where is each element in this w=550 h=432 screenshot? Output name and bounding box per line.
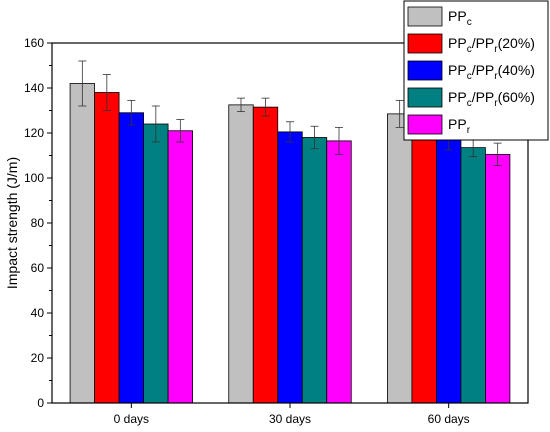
y-tick-label: 160: [24, 36, 44, 50]
legend-swatch: [407, 6, 443, 27]
bar: [118, 112, 144, 404]
y-axis-title: Impact strength (J/m): [4, 157, 20, 289]
x-tick-label: 30 days: [269, 412, 311, 426]
bar: [94, 92, 120, 404]
legend-swatch: [407, 114, 443, 135]
legend-label: PPc/PPr(40%): [448, 62, 535, 82]
bar: [326, 140, 352, 404]
y-tick-label: 120: [24, 126, 44, 140]
bar: [301, 137, 328, 404]
y-tick-label: 0: [37, 396, 44, 410]
bar: [252, 106, 279, 404]
bar: [69, 83, 95, 404]
y-tick-label: 100: [24, 171, 44, 185]
bar: [277, 131, 303, 404]
legend-label: PPr: [448, 116, 471, 136]
legend-swatch: [407, 33, 443, 54]
legend-label: PPc: [448, 8, 472, 28]
bar: [485, 153, 511, 404]
x-tick-label: 0 days: [114, 412, 149, 426]
legend-swatch: [407, 87, 443, 108]
x-tick-label: 60 days: [428, 412, 470, 426]
bar: [167, 130, 193, 404]
legend-label: PPc/PPr(60%): [448, 89, 535, 109]
axes-layer: 0 days 30 days 60 days 0 20 40 60 80 100 120 140 16…: [24, 36, 529, 426]
bar: [411, 124, 437, 404]
legend-swatch: [407, 60, 443, 81]
bar: [436, 135, 462, 404]
y-tick-label: 60: [31, 261, 45, 275]
bars-layer: [69, 83, 511, 404]
y-tick-label: 80: [31, 216, 45, 230]
y-tick-label: 40: [31, 306, 45, 320]
bar: [387, 113, 413, 404]
legend: PPc PPc/PPr(20%) PPc/PPr(40%) PPc/PPr(60%) P…: [403, 0, 549, 141]
bar: [228, 104, 254, 404]
legend-label: PPc/PPr(20%): [448, 35, 535, 55]
bar: [460, 147, 486, 404]
y-tick-label: 20: [31, 351, 45, 365]
bar: [143, 123, 169, 404]
y-tick-label: 140: [24, 81, 44, 95]
